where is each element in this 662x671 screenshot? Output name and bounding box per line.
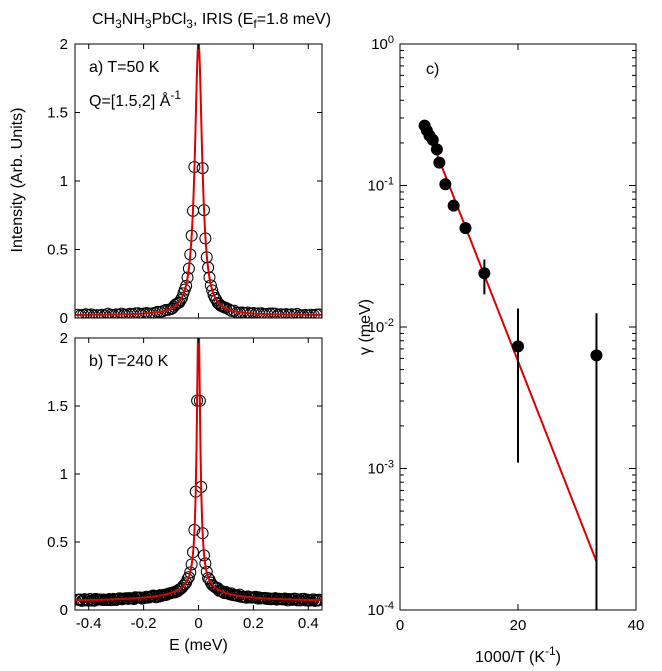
y-tick-label: 10-1 — [368, 176, 394, 195]
figure-title: CH3NH3PbCl3, IRIS (Ef=1.8 meV) — [92, 11, 331, 31]
y-tick-label: 1.5 — [47, 398, 68, 415]
data-point — [182, 571, 195, 584]
data-point — [426, 133, 439, 146]
data-point — [459, 222, 472, 235]
intensity-ylabel: Intensity (Arb. Units) — [9, 108, 26, 253]
x-tick-label: 0.2 — [243, 615, 264, 632]
panel-b: 0 0.5 1 1.5 2 -0.4 -0.2 0 0.2 0.4 E (meV) b) T=240 … — [47, 330, 323, 654]
data-point — [439, 178, 452, 191]
y-tick-label: 2 — [60, 330, 68, 347]
data-point — [200, 565, 213, 578]
panel-c: 10-4 10-3 10-2 10-1 100 0 20 40 1000/T (K-1) γ (m… — [357, 34, 644, 666]
y-tick-label: 1 — [60, 466, 68, 483]
data-points — [75, 161, 322, 318]
x-tick-label: 0 — [194, 615, 202, 632]
panel-label: c) — [426, 61, 439, 78]
y-tick-label: 10-3 — [368, 459, 394, 478]
x-tick-label: 0.4 — [298, 615, 319, 632]
data-point — [181, 572, 194, 585]
axes-box — [74, 337, 323, 611]
panel-a: 0 0.5 1 1.5 2 a) T=50 K Q=[1.5,2] Å-1 — [47, 36, 323, 327]
y-axis-label: γ (meV) — [357, 299, 374, 355]
q-range-label: Q=[1.5,2] Å-1 — [89, 88, 181, 110]
y-tick-label: 1 — [60, 173, 68, 190]
y-tick-label: 100 — [371, 34, 394, 53]
y-tick-label: 0 — [60, 310, 68, 327]
panel-label: a) T=50 K — [89, 59, 160, 76]
data-point — [222, 303, 235, 316]
fit-line — [75, 44, 322, 316]
x-tick-label: -0.4 — [76, 615, 102, 632]
data-point — [512, 340, 524, 353]
data-point — [590, 349, 603, 362]
data-point — [478, 267, 491, 280]
data-point — [219, 301, 232, 314]
data-point — [176, 291, 189, 304]
data-point — [430, 143, 443, 156]
data-point — [433, 156, 446, 169]
y-tick-label: 10-2 — [368, 317, 394, 336]
y-tick-label: 0.5 — [47, 534, 68, 551]
data-point — [174, 294, 187, 307]
y-tick-label: 2 — [60, 36, 68, 53]
y-tick-label: 10-4 — [368, 600, 394, 619]
fit-line — [75, 338, 322, 602]
x-axis-label: 1000/T (K-1) — [475, 644, 561, 666]
x-axis-label: E (meV) — [169, 637, 228, 654]
x-tick-label: -0.2 — [131, 615, 157, 632]
x-tick-label: 40 — [628, 617, 645, 634]
data-point — [447, 199, 460, 212]
data-point — [215, 585, 228, 598]
panel-label: b) T=240 K — [89, 353, 169, 370]
fit-line — [422, 119, 598, 562]
data-point — [184, 566, 197, 579]
axes-box — [74, 43, 323, 319]
y-tick-label: 0.5 — [47, 242, 68, 259]
x-tick-label: 0 — [396, 617, 404, 634]
data-point — [177, 579, 190, 592]
y-tick-label: 1.5 — [47, 105, 68, 122]
y-tick-label: 0 — [60, 602, 68, 619]
x-tick-label: 20 — [510, 617, 527, 634]
